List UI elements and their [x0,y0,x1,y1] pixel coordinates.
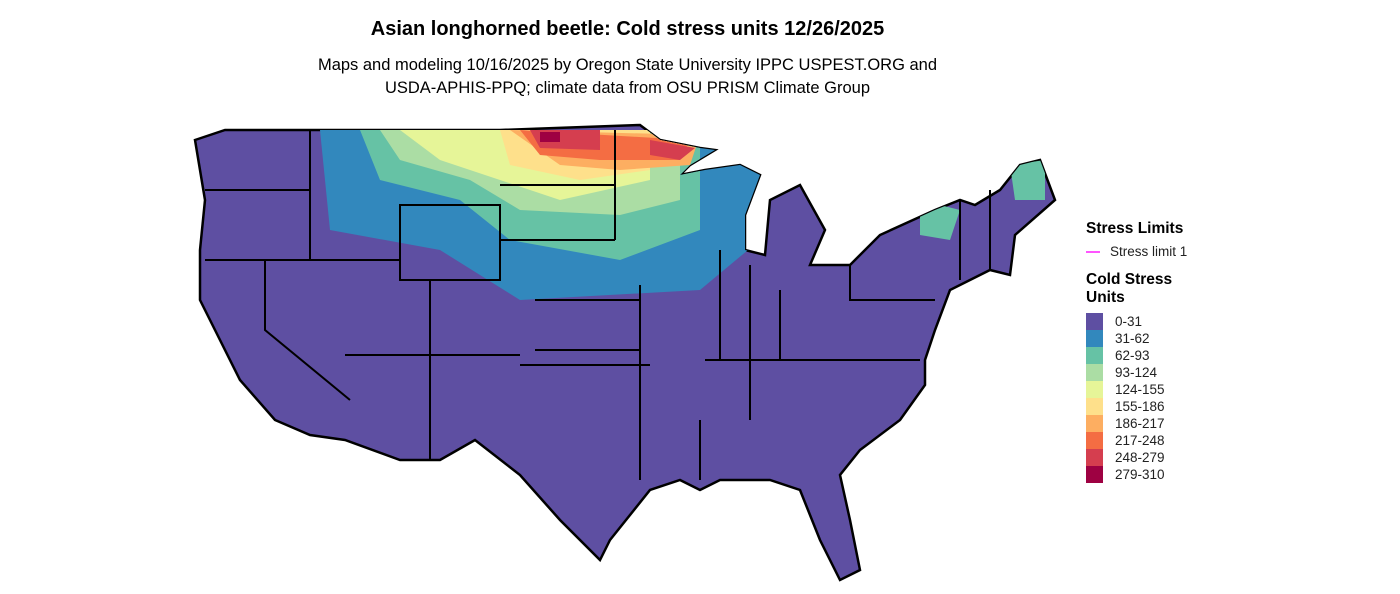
legend: Stress Limits Stress limit 1 Cold Stress… [1086,220,1187,483]
legend-item: 124-155 [1086,381,1187,398]
legend-label: 279-310 [1115,467,1165,482]
state-border [264,260,351,401]
legend-item: 31-62 [1086,330,1187,347]
legend-swatch [1086,449,1103,466]
legend-item: 248-279 [1086,449,1187,466]
legend-classes: 0-31 31-62 62-93 93-124 124-155 155-186 186-21… [1086,313,1187,483]
state-border [849,265,935,301]
subtitle-line-1: Maps and modeling 10/16/2025 by Oregon S… [317,56,938,74]
legend-label: 248-279 [1115,450,1165,465]
map-subtitle: Maps and modeling 10/16/2025 by Oregon S… [0,54,1255,100]
legend-swatch [1086,364,1103,381]
legend-item: 93-124 [1086,364,1187,381]
legend-swatch [1086,347,1103,364]
stress-region-62-93 [920,160,1045,240]
legend-item: 279-310 [1086,466,1187,483]
state-border [399,204,501,281]
legend-label: 93-124 [1115,365,1158,380]
state-borders [205,130,991,480]
legend-label: 62-93 [1115,348,1150,363]
legend-item: 155-186 [1086,398,1187,415]
legend-item: 217-248 [1086,432,1187,449]
legend-swatch [1086,381,1103,398]
units-title-line-1: Cold Stress [1086,271,1173,288]
legend-item: 62-93 [1086,347,1187,364]
legend-swatch [1086,466,1103,483]
legend-swatch [1086,415,1103,432]
stress-limits-title: Stress Limits [1086,220,1184,237]
subtitle-line-2: USDA-APHIS-PPQ; climate data from OSU PR… [384,79,871,97]
legend-swatch [1086,313,1103,330]
map-title: Asian longhorned beetle: Cold stress uni… [370,18,885,40]
legend-label: 186-217 [1115,416,1165,431]
stress-limit-entry: Stress limit 1 [1086,244,1187,259]
cold-stress-overlay [320,130,1045,300]
stress-limit-label: Stress limit 1 [1110,244,1188,259]
units-title: Cold Stress Units [1086,271,1187,307]
stress-region-248-279 [530,130,695,160]
legend-label: 217-248 [1115,433,1165,448]
units-title-line-2: Units [1086,289,1125,306]
stress-region-279-310 [540,132,560,142]
legend-swatch [1086,432,1103,449]
legend-swatch [1086,330,1103,347]
stress-limit-line-icon [1086,250,1100,253]
legend-item: 186-217 [1086,415,1187,432]
us-map [193,123,1057,582]
legend-item: 0-31 [1086,313,1187,330]
legend-label: 155-186 [1115,399,1165,414]
legend-label: 0-31 [1115,314,1143,329]
legend-swatch [1086,398,1103,415]
legend-label: 31-62 [1115,331,1150,346]
legend-label: 124-155 [1115,382,1165,397]
